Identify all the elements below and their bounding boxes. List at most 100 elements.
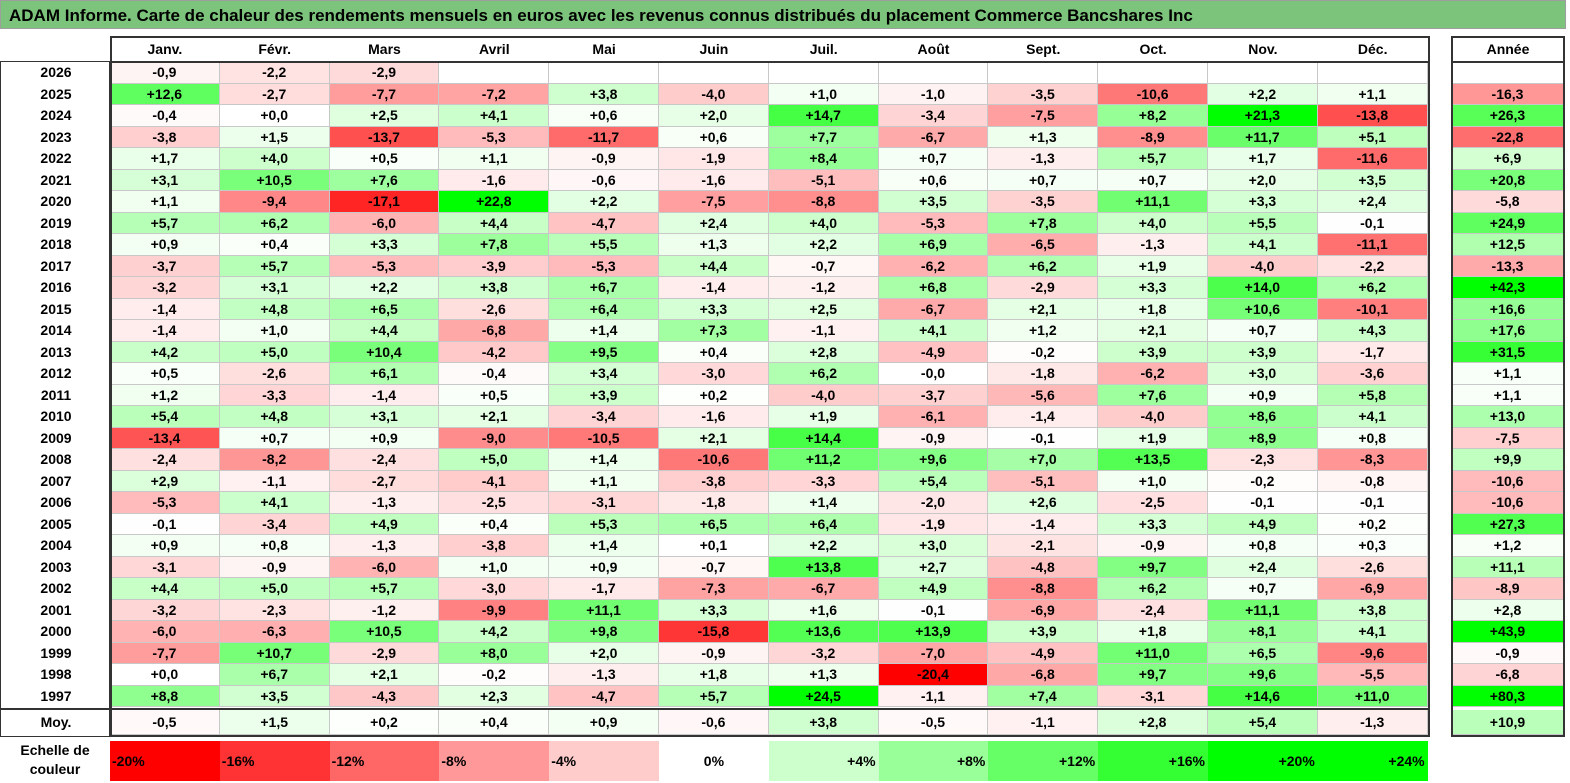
heatmap-cell: +0,7 — [988, 169, 1099, 191]
annual-cell: +27,3 — [1452, 513, 1564, 535]
year-label: 2019 — [40, 214, 72, 231]
average-cell: -1,3 — [1317, 710, 1428, 735]
heatmap-cell: +21,3 — [1208, 105, 1318, 127]
heatmap-cell: -6,9 — [988, 599, 1099, 621]
heatmap-cell: +9,5 — [549, 341, 659, 363]
annual-cell: +24,9 — [1452, 212, 1564, 234]
heatmap-cell: +7,0 — [988, 449, 1099, 471]
heatmap-cell: +9,7 — [1098, 556, 1208, 578]
heatmap-cell: +10,4 — [329, 341, 440, 363]
heatmap-cell: -2,4 — [1098, 599, 1208, 621]
heatmap-cell: +10,7 — [219, 642, 330, 664]
heatmap-cell: +0,2 — [659, 384, 769, 406]
year-label: 2021 — [40, 171, 72, 188]
heatmap-cell: +5,0 — [439, 449, 550, 471]
heatmap-cell: -3,2 — [768, 642, 879, 664]
heatmap-cell: +2,2 — [1208, 83, 1318, 105]
heatmap-cell: +4,1 — [439, 105, 550, 127]
year-label: 2023 — [40, 128, 72, 145]
heatmap-cell: +0,9 — [329, 427, 440, 449]
heatmap-cell: -0,2 — [988, 341, 1099, 363]
heatmap-cell: +8,4 — [768, 148, 879, 170]
heatmap-cell: -6,8 — [988, 664, 1099, 686]
color-scale-swatch: +8% — [878, 741, 989, 781]
heatmap-cell: -8,3 — [1317, 449, 1428, 471]
heatmap-cell: +2,1 — [659, 427, 769, 449]
heatmap-cell: +10,6 — [1208, 298, 1318, 320]
annual-cell: -22,8 — [1452, 126, 1564, 148]
heatmap-cell: -0,2 — [1208, 470, 1318, 492]
heatmap-cell: -0,9 — [1098, 535, 1208, 557]
color-scale-swatch: 0% — [659, 741, 769, 781]
heatmap-cell: +7,6 — [329, 169, 440, 191]
year-label: 2001 — [40, 601, 72, 618]
color-scale-label-line1: Echelle de — [20, 742, 90, 758]
heatmap-cell: -2,5 — [439, 492, 550, 514]
heatmap-cell: +0,6 — [659, 126, 769, 148]
heatmap-cell: +1,2 — [110, 384, 220, 406]
heatmap-cell: +4,2 — [110, 341, 220, 363]
heatmap-cell: +13,6 — [768, 621, 879, 643]
heatmap-cell: +8,9 — [1208, 427, 1318, 449]
month-header: Mai — [592, 41, 616, 57]
heatmap-cell: -3,0 — [439, 578, 550, 600]
heatmap-cell: +0,1 — [659, 535, 769, 557]
heatmap-cell: +1,1 — [439, 148, 550, 170]
annual-cell: +9,9 — [1452, 449, 1564, 471]
heatmap-cell: -1,4 — [659, 277, 769, 299]
average-cell: +5,4 — [1208, 710, 1318, 735]
heatmap-cell: +4,4 — [110, 578, 220, 600]
heatmap-cell: +1,3 — [768, 664, 879, 686]
heatmap-cell: -6,7 — [878, 126, 989, 148]
heatmap-cell: +5,7 — [659, 685, 769, 707]
heatmap-cell: -6,0 — [329, 556, 440, 578]
heatmap-cell: -11,7 — [549, 126, 659, 148]
heatmap-cell: -3,6 — [1317, 363, 1428, 385]
year-label: 2025 — [40, 85, 72, 102]
heatmap-cell: -4,0 — [659, 83, 769, 105]
heatmap-cell: +1,4 — [549, 449, 659, 471]
heatmap-cell: +2,1 — [329, 664, 440, 686]
year-label: 2004 — [40, 537, 72, 553]
heatmap-cell: +0,3 — [1317, 535, 1428, 557]
heatmap-cell: +2,1 — [988, 298, 1099, 320]
heatmap-cell: -1,7 — [1317, 341, 1428, 363]
year-label: 1997 — [40, 687, 72, 704]
heatmap-cell: +3,3 — [1098, 513, 1208, 535]
heatmap-cell: +2,2 — [768, 535, 879, 557]
heatmap-cell: +6,8 — [878, 277, 989, 299]
heatmap-cell: +5,7 — [219, 255, 330, 277]
heatmap-cell: +5,3 — [549, 513, 659, 535]
heatmap-cell: +6,5 — [329, 298, 440, 320]
heatmap-cell: +3,9 — [549, 384, 659, 406]
heatmap-cell: -1,9 — [659, 148, 769, 170]
heatmap-cell: +0,8 — [1317, 427, 1428, 449]
heatmap-cell: +3,3 — [1208, 191, 1318, 213]
heatmap-cell: +4,8 — [219, 406, 330, 428]
heatmap-cell: +13,5 — [1098, 449, 1208, 471]
heatmap-cell: +3,1 — [110, 169, 220, 191]
heatmap-cell: -11,1 — [1317, 234, 1428, 256]
year-label: 2013 — [40, 343, 72, 360]
heatmap-cell: -1,8 — [659, 492, 769, 514]
heatmap-cell: -1,1 — [768, 320, 879, 342]
heatmap-cell: -3,0 — [659, 363, 769, 385]
heatmap-cell: +1,0 — [439, 556, 550, 578]
heatmap-cell: +0,5 — [439, 384, 550, 406]
heatmap-cell: +0,7 — [1208, 320, 1318, 342]
heatmap-cell: -3,9 — [439, 255, 550, 277]
heatmap-cell: +5,0 — [219, 578, 330, 600]
heatmap-cell: +2,6 — [988, 492, 1099, 514]
heatmap-cell: -8,9 — [1098, 126, 1208, 148]
heatmap-cell: -0,9 — [878, 427, 989, 449]
heatmap-cell: +1,0 — [1098, 470, 1208, 492]
heatmap-cell: -5,3 — [110, 492, 220, 514]
heatmap-cell: -8,2 — [219, 449, 330, 471]
heatmap-cell: -7,5 — [988, 105, 1099, 127]
heatmap-cell: +8,0 — [439, 642, 550, 664]
heatmap-cell: -1,4 — [988, 406, 1099, 428]
heatmap-cell: -4,2 — [439, 341, 550, 363]
year-total-header: Année — [1486, 41, 1530, 57]
heatmap-cell: -4,7 — [549, 212, 659, 234]
heatmap-cell: +6,9 — [878, 234, 989, 256]
